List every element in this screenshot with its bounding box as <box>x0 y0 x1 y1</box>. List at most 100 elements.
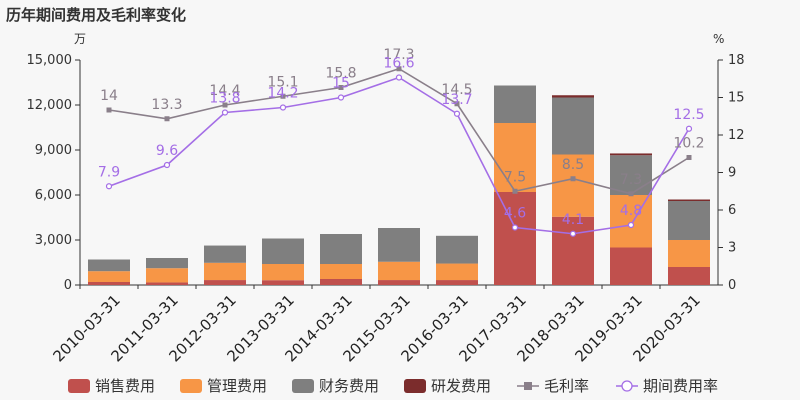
y2-tick-label: 15 <box>728 91 745 106</box>
line-point <box>221 109 229 116</box>
data-label: 7.5 <box>504 169 526 185</box>
y2-tick-label: 6 <box>728 203 736 218</box>
bar-segment <box>320 234 362 264</box>
data-label: 15.8 <box>325 66 356 82</box>
left-unit-label: 万 <box>74 32 86 46</box>
line-point <box>511 224 519 231</box>
bar-segment <box>668 267 710 285</box>
y-tick-label: 0 <box>64 278 72 293</box>
data-label: 13.3 <box>151 97 182 113</box>
series-line <box>108 76 690 235</box>
bar-segment <box>378 261 420 281</box>
data-label: 13.8 <box>209 91 240 107</box>
data-label: 14 <box>100 88 118 104</box>
chart-title: 历年期间费用及毛利率变化 <box>6 6 187 24</box>
line-point <box>570 176 576 182</box>
legend-label: 销售费用 <box>95 377 155 395</box>
bar-segment <box>494 85 536 123</box>
y-tick-label: 9,000 <box>35 143 72 158</box>
line-point <box>512 188 518 194</box>
line-point <box>280 93 286 99</box>
bar-segment <box>436 280 478 285</box>
y-tick-label: 15,000 <box>27 53 73 68</box>
data-label: 4.6 <box>504 206 526 222</box>
y-tick-label: 6,000 <box>35 188 72 203</box>
data-label: 12.5 <box>673 107 704 123</box>
bar-segment <box>88 259 130 272</box>
legend-label: 期间费用率 <box>643 377 718 395</box>
y-tick-label: 12,000 <box>27 98 73 113</box>
bar-segment <box>88 271 130 282</box>
series-line <box>108 67 690 195</box>
bar-segment <box>320 279 362 285</box>
legend-swatch <box>292 379 314 393</box>
legend-marker <box>621 380 633 392</box>
bar-segment <box>610 247 652 285</box>
y2-tick-label: 18 <box>728 53 745 68</box>
bar-segment <box>146 258 188 269</box>
bar-segment <box>552 95 594 98</box>
data-label: 14.4 <box>209 83 240 99</box>
data-label: 14.2 <box>267 86 298 102</box>
y2-tick-label: 9 <box>728 166 736 181</box>
line-point <box>222 102 228 108</box>
line-point <box>164 116 170 122</box>
data-label: 7.9 <box>98 164 120 180</box>
data-label: 7.3 <box>620 172 642 188</box>
bar-segment <box>668 199 710 201</box>
bar-segment <box>552 154 594 217</box>
y2-tick-label: 12 <box>728 128 745 143</box>
bar-segment <box>262 280 304 285</box>
bar-segment <box>262 238 304 264</box>
line-point <box>106 107 112 113</box>
data-label: 8.5 <box>562 157 584 173</box>
line-point <box>338 85 344 90</box>
data-label: 9.6 <box>156 143 178 159</box>
y2-tick-label: 3 <box>728 241 736 256</box>
data-label: 17.3 <box>383 47 414 63</box>
line-point <box>395 74 403 81</box>
bar-segment <box>668 240 710 267</box>
line-point <box>163 161 171 169</box>
bar-segment <box>610 155 652 195</box>
data-label: 15 <box>332 76 350 92</box>
data-label: 15.1 <box>267 74 298 90</box>
bar-segment <box>552 216 594 285</box>
legend-label: 管理费用 <box>207 377 267 395</box>
bar-segment <box>320 264 362 279</box>
legend-label: 财务费用 <box>319 377 379 395</box>
legend-swatch <box>404 379 426 393</box>
line-point <box>105 183 113 190</box>
data-label: 13.7 <box>441 92 472 108</box>
line-point <box>396 66 402 72</box>
bar-segment <box>204 280 246 285</box>
bar-segment <box>436 263 478 281</box>
legend-marker <box>524 382 532 390</box>
legend-label: 研发费用 <box>431 377 491 395</box>
bar-segment <box>262 264 304 281</box>
bar-segment <box>378 280 420 285</box>
data-label: 4.1 <box>562 212 584 228</box>
legend-swatch <box>68 379 90 393</box>
data-label: 14.5 <box>441 82 472 98</box>
data-label: 10.2 <box>673 136 704 152</box>
bar-segment <box>378 228 420 262</box>
line-point <box>454 101 460 107</box>
right-unit-label: % <box>713 32 724 46</box>
bar-segment <box>204 245 246 263</box>
data-label: 4.8 <box>620 203 642 219</box>
bar-segment <box>610 195 652 248</box>
bar-segment <box>552 97 594 155</box>
bar-segment <box>436 235 478 264</box>
data-label: 16.6 <box>383 56 414 72</box>
bar-segment <box>146 268 188 283</box>
y-tick-label: 3,000 <box>35 233 72 248</box>
line-point <box>569 230 577 237</box>
bar-segment <box>668 201 710 240</box>
legend-label: 毛利率 <box>544 377 589 395</box>
line-point <box>686 155 692 160</box>
bar-segment <box>610 153 652 156</box>
bar-segment <box>494 123 536 192</box>
line-point <box>627 221 635 229</box>
